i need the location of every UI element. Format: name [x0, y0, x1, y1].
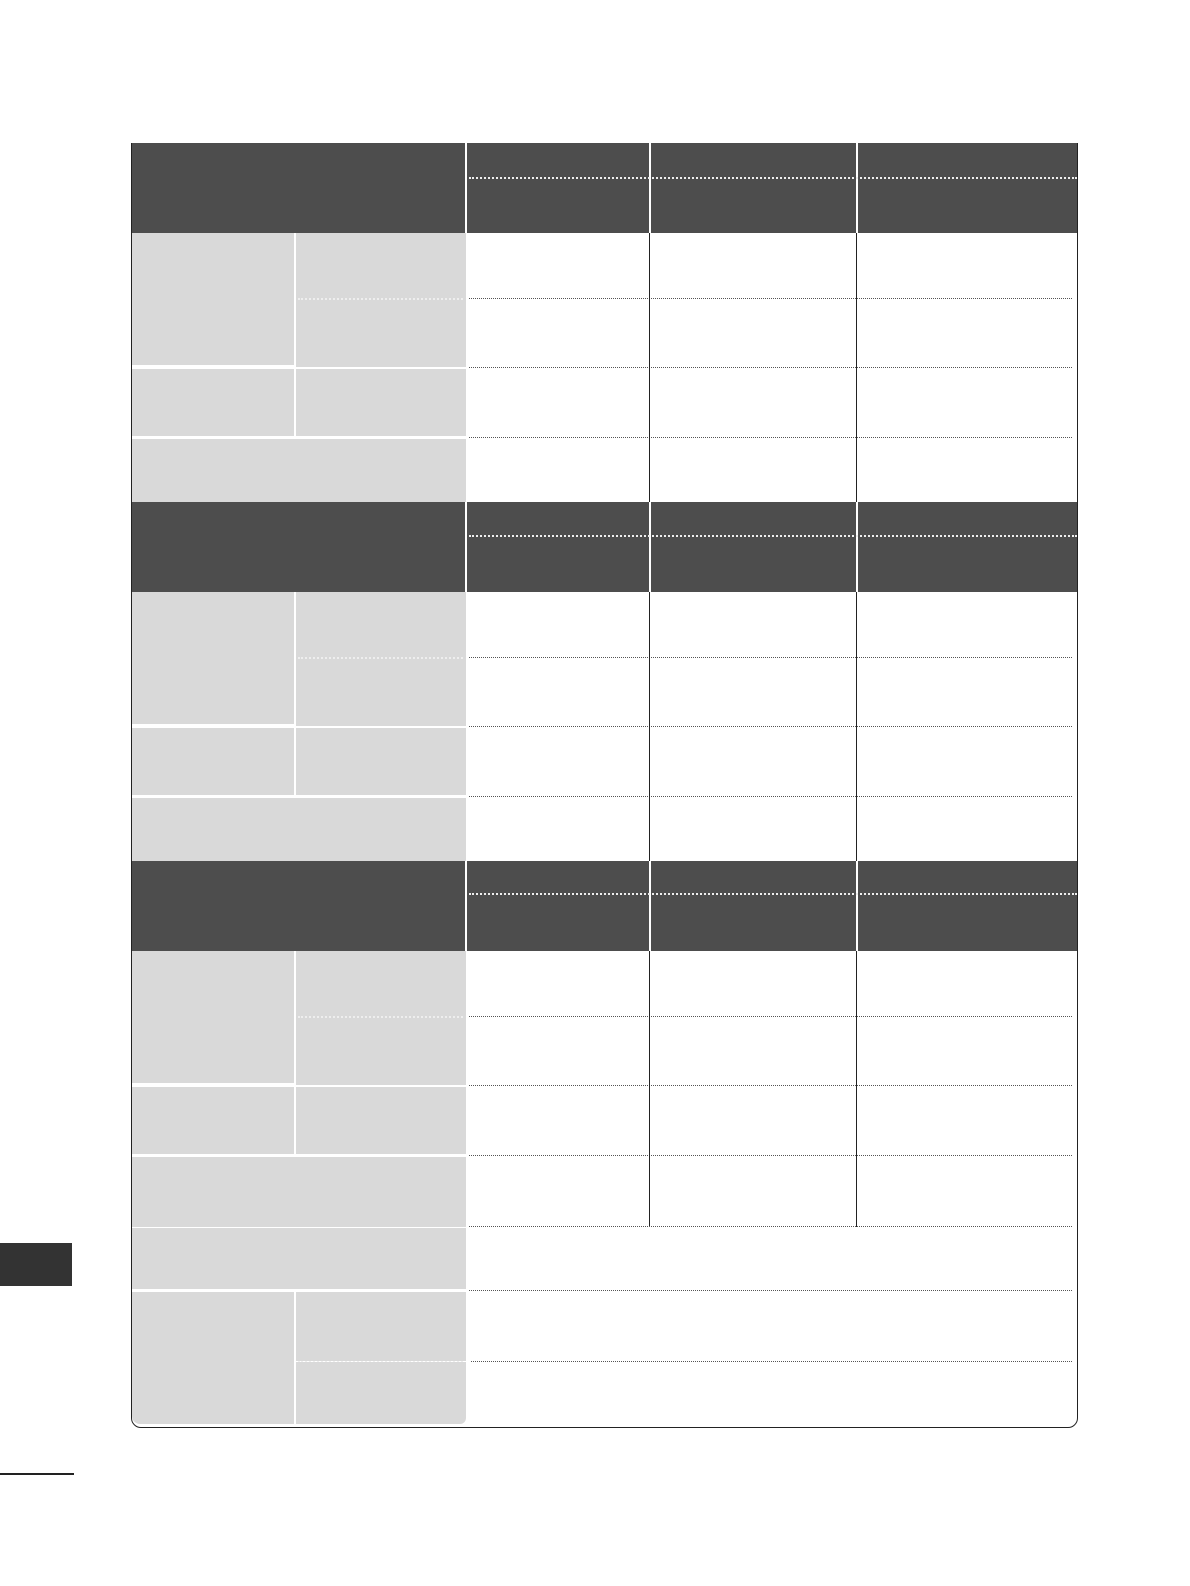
- section-3-header: [132, 861, 1077, 951]
- section-2-sublabel: [296, 592, 466, 657]
- section-3-row-label-wide: [132, 1157, 466, 1227]
- section-2-header-divider: [649, 502, 651, 592]
- section-1-row-label-wide: [132, 439, 466, 502]
- section-1-header-divider: [649, 143, 651, 233]
- section-3-row-rule: [469, 1085, 1072, 1086]
- section-2-header-divider: [465, 502, 467, 592]
- section-3-column-divider: [856, 951, 857, 1227]
- row-rule: [469, 1290, 1072, 1291]
- section-3-sublabel: [296, 1016, 466, 1085]
- row-rule: [471, 1361, 1072, 1362]
- section-1-row-rule: [469, 367, 1072, 368]
- section-3-column-divider: [649, 951, 650, 1227]
- section-1-row-label: [132, 369, 294, 436]
- section-2-sublabel: [296, 728, 466, 795]
- section-2-header-dotted-rule: [469, 535, 1077, 537]
- section-1-row-rule: [469, 437, 1072, 438]
- footer-row-label-wide: [132, 1228, 466, 1289]
- footer-group-label: [132, 1292, 294, 1424]
- section-1-sublabel-rule: [298, 298, 463, 300]
- section-1-sublabel: [296, 369, 466, 436]
- section-2-header: [132, 502, 1077, 592]
- section-3-group-label: [132, 951, 294, 1083]
- section-3-header-divider: [649, 861, 651, 951]
- section-3-row-rule: [469, 1016, 1072, 1017]
- row-rule: [469, 1226, 1072, 1227]
- section-2-sublabel: [296, 657, 466, 726]
- section-3-sublabel: [296, 1087, 466, 1154]
- section-3-header-dotted-rule: [469, 893, 1077, 895]
- section-2-sublabel-rule: [298, 657, 463, 659]
- section-3-sublabel-rule: [298, 1016, 463, 1018]
- side-section-tab: [0, 1243, 72, 1286]
- section-1-header-divider: [465, 143, 467, 233]
- section-1-sublabel: [296, 233, 466, 298]
- section-2-row-label-wide: [132, 798, 466, 861]
- section-3-row-label: [132, 1087, 294, 1154]
- section-1-header-divider: [856, 143, 858, 233]
- footer-sublabel: [296, 1292, 466, 1361]
- section-3-row-rule: [469, 1155, 1072, 1156]
- section-3-sublabel: [296, 951, 466, 1016]
- section-1-header-dotted-rule: [469, 177, 1077, 179]
- section-1-row-rule: [469, 298, 1072, 299]
- section-2-row-label: [132, 728, 294, 795]
- section-2-row-rule: [469, 796, 1072, 797]
- footer-sublabel: [296, 1362, 466, 1424]
- section-2-column-divider: [649, 592, 650, 861]
- section-2-row-rule: [469, 657, 1072, 658]
- section-1-column-divider: [856, 233, 857, 502]
- section-2-column-divider: [856, 592, 857, 861]
- section-2-group-label: [132, 592, 294, 724]
- section-2-header-divider: [856, 502, 858, 592]
- section-3-header-divider: [465, 861, 467, 951]
- section-1-column-divider: [649, 233, 650, 502]
- section-1-header: [132, 143, 1077, 233]
- section-1-sublabel: [296, 298, 466, 367]
- footer-rule: [0, 1473, 74, 1475]
- section-2-row-rule: [469, 726, 1072, 727]
- section-1-group-label: [132, 233, 294, 365]
- section-3-header-divider: [856, 861, 858, 951]
